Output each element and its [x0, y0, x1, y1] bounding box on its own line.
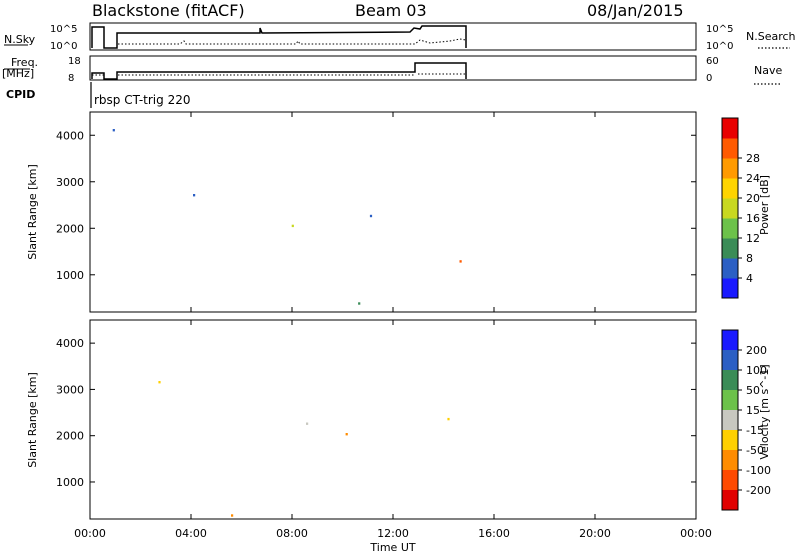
nsearch-label: N.Search	[746, 30, 796, 43]
x-tick-label: 00:00	[74, 527, 106, 540]
nsky-trace	[91, 25, 467, 49]
x-tick-label: 04:00	[175, 527, 207, 540]
colorbar-step	[722, 158, 738, 179]
colorbar-tick-label: 4	[746, 272, 753, 285]
y-tick-label: 3000	[56, 176, 84, 189]
power-colorbar: 4 8 12 16 20 24 28 Power [dB]	[721, 117, 771, 299]
colorbar-step	[722, 258, 738, 279]
range-gate-cell	[369, 214, 373, 218]
colorbar-step	[722, 390, 738, 411]
x-axis-ticklabels: 00:00 04:00 08:00 12:00 16:00 20:00 00:00	[74, 527, 712, 540]
colorbar-tick-label: -50	[746, 444, 764, 457]
nsky-tick-top: 10^5	[50, 24, 77, 35]
station-title: Blackstone (fitACF)	[92, 1, 245, 20]
y-tick-label: 4000	[56, 337, 84, 350]
colorbar-step	[722, 410, 738, 431]
cpid-label: CPID	[6, 88, 35, 101]
colorbar-tick-label: 50	[746, 384, 760, 397]
range-gate-cell	[306, 422, 309, 425]
velocity-colorbar-label: Velocity [m s^-1]	[758, 364, 771, 459]
colorbar-tick-label: 15	[746, 404, 760, 417]
nsky-tick-bottom: 10^0	[50, 41, 77, 52]
colorbar-step	[722, 450, 738, 471]
nsearch-trace	[118, 38, 467, 45]
colorbar-tick-label: -100	[746, 464, 771, 477]
colorbar-step	[722, 138, 738, 159]
date-label: 08/Jan/2015	[587, 1, 684, 20]
y-tick-label: 1000	[56, 269, 84, 282]
nave-label: Nave	[754, 64, 782, 77]
nsky-strip-frame	[89, 22, 697, 51]
freq-unit: [MHz]	[2, 67, 34, 80]
x-tick-label: 16:00	[478, 527, 510, 540]
nsky-label: N.Sky	[4, 33, 36, 46]
range-gate-cell	[358, 302, 361, 305]
velocity-panel: 1000 2000 3000 4000 Slant Range [km]	[26, 319, 697, 520]
colorbar-step	[722, 198, 738, 219]
range-gate-cell	[291, 224, 294, 228]
colorbar-step	[722, 470, 738, 491]
y-tick-label: 2000	[56, 430, 84, 443]
nave-tick-top: 60	[706, 56, 719, 67]
y-tick-label: 1000	[56, 476, 84, 489]
nave-tick-bottom: 0	[706, 73, 712, 84]
freq-tick-top: 18	[68, 56, 81, 67]
power-colorbar-label: Power [dB]	[758, 175, 771, 235]
colorbar-step	[722, 278, 738, 299]
range-gate-cell	[447, 417, 450, 421]
power-ylabel: Slant Range [km]	[26, 164, 39, 260]
power-panel-frame	[89, 111, 697, 313]
colorbar-tick-label: 28	[746, 152, 760, 165]
colorbar-step	[722, 350, 738, 371]
freq-label: Freq.	[11, 56, 38, 69]
y-tick-label: 2000	[56, 222, 84, 235]
range-gate-cell	[459, 260, 462, 263]
colorbar-step	[722, 490, 738, 511]
y-tick-label: 4000	[56, 129, 84, 142]
colorbar-tick-label: 20	[746, 192, 760, 205]
colorbar-step	[722, 178, 738, 199]
colorbar-tick-label: -200	[746, 484, 771, 497]
colorbar-step	[722, 118, 738, 139]
x-tick-label: 08:00	[276, 527, 308, 540]
x-tick-label: 20:00	[579, 527, 611, 540]
range-gate-cell	[345, 433, 348, 436]
colorbar-tick-label: 12	[746, 232, 760, 245]
power-panel: 1000 2000 3000 4000 Slant Range [km]	[26, 111, 697, 313]
x-tick-label: 00:00	[680, 527, 712, 540]
colorbar-tick-label: 16	[746, 212, 760, 225]
x-axis-label: Time UT	[369, 541, 415, 554]
range-gate-cell	[158, 381, 161, 384]
velocity-panel-frame	[89, 319, 697, 520]
beam-label: Beam 03	[355, 1, 427, 20]
colorbar-frame	[721, 117, 739, 299]
nsearch-tick-bottom: 10^0	[706, 41, 733, 52]
range-gate-cell	[193, 194, 196, 197]
y-tick-label: 3000	[56, 383, 84, 396]
colorbar-step	[722, 330, 738, 351]
colorbar-step	[722, 238, 738, 259]
colorbar-tick-label: -15	[746, 424, 764, 437]
freq-tick-bottom: 8	[68, 73, 74, 84]
nave-trace	[92, 73, 466, 76]
velocity-colorbar: 200 100 50 15 -15 -50 -100 -200 Velocity [m s^-…	[721, 329, 771, 511]
range-gate-cell	[112, 129, 115, 132]
x-tick-label: 12:00	[377, 527, 409, 540]
freq-strip-frame	[89, 55, 697, 81]
range-gate-cell	[231, 514, 234, 517]
cpid-value: rbsp CT-trig 220	[94, 93, 190, 107]
colorbar-tick-label: 200	[746, 344, 767, 357]
colorbar-step	[722, 430, 738, 451]
colorbar-frame	[721, 329, 739, 511]
colorbar-tick-label: 100	[746, 364, 767, 377]
freq-trace	[91, 62, 467, 80]
colorbar-tick-label: 8	[746, 252, 753, 265]
colorbar-step	[722, 370, 738, 391]
colorbar-step	[722, 218, 738, 239]
velocity-ylabel: Slant Range [km]	[26, 372, 39, 468]
colorbar-tick-label: 24	[746, 172, 760, 185]
nsearch-tick-top: 10^5	[706, 24, 733, 35]
